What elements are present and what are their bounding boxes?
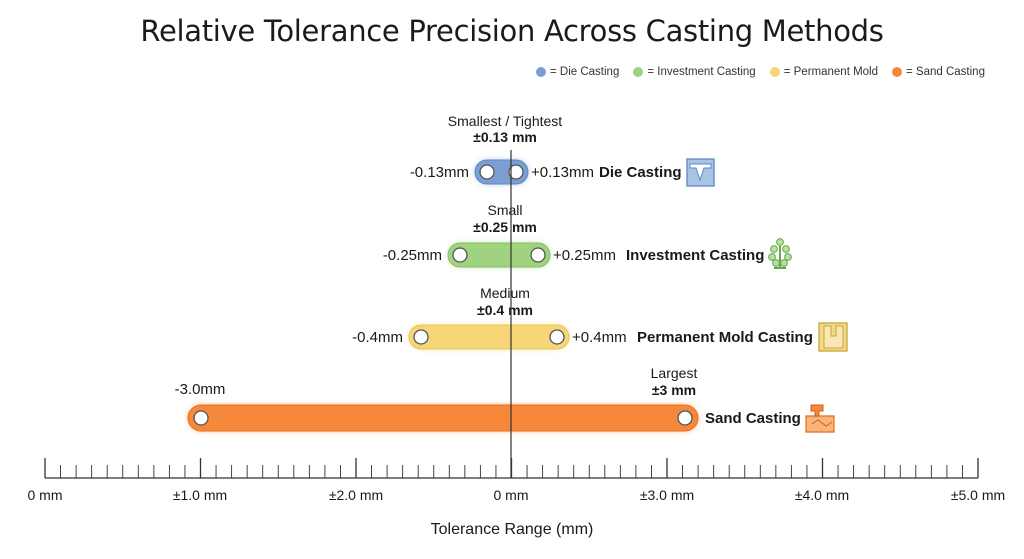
tick-label: ±5.0 mm (951, 487, 1005, 503)
series-name-label: Investment Casting (626, 247, 764, 264)
tick-label: 0 mm (494, 487, 529, 503)
category-label: Medium (480, 285, 530, 301)
tick-label: ±2.0 mm (329, 487, 383, 503)
high-label: +0.4mm (572, 329, 627, 346)
category-label: Largest (651, 365, 698, 381)
range-endpoint-high (549, 329, 565, 345)
legend-swatch (536, 67, 546, 77)
low-label: -0.25mm (383, 247, 442, 264)
range-bar (447, 242, 551, 268)
range-endpoint-low (452, 247, 468, 263)
range-bar (187, 404, 699, 432)
category-label: Smallest / Tightest (448, 113, 562, 129)
value-label: ±0.25 mm (473, 219, 537, 235)
legend-label: = Die Casting (550, 66, 620, 78)
tick-label: ±4.0 mm (795, 487, 849, 503)
legend-swatch (633, 67, 644, 77)
legend-item-sand-casting: = Sand Casting (892, 66, 985, 78)
value-label: ±0.4 mm (477, 302, 533, 318)
range-endpoint-high (530, 247, 546, 263)
series-permanent-mold-casting: -0.4mm +0.4mm Permanent Mold Casting Medium… (352, 285, 848, 352)
category-label: Small (487, 202, 522, 218)
series-die-casting: -0.13mm +0.13mm Die Casting Smallest / Tigh… (410, 113, 715, 187)
legend-swatch (892, 67, 903, 77)
series-sand-casting: -3.0mm Largest±3 mm Sand Casting (175, 365, 835, 433)
chart-title: Relative Tolerance Precision Across Cast… (140, 14, 884, 48)
range-bar (408, 324, 570, 350)
x-axis-label: Tolerance Range (mm) (431, 521, 594, 538)
high-label: +0.25mm (553, 247, 616, 264)
range-endpoint-high (508, 164, 524, 180)
legend-item-permanent-mold: = Permanent Mold (769, 66, 879, 78)
series-name-label: Permanent Mold Casting (637, 329, 813, 346)
legend-item-die-casting: = Die Casting (536, 66, 619, 78)
low-label: -0.4mm (352, 329, 403, 346)
legend-label: = Permanent Mold (783, 66, 879, 78)
series-investment-casting: -0.25mm +0.25mm Investment Casting Small±0.… (383, 202, 792, 269)
legend-item-investment-casting: = Investment Casting (633, 66, 756, 78)
range-endpoint-low (413, 329, 429, 345)
x-axis: 0 mm ±1.0 mm ±2.0 mm 0 mm ±3.0 mm ±4.0 mm ±5.0… (28, 458, 1005, 503)
value-label: ±3 mm (652, 382, 696, 398)
range-endpoint-low (193, 410, 209, 426)
legend-label: = Sand Casting (906, 66, 985, 78)
die-casting-icon (686, 158, 715, 187)
value-label: ±0.13 mm (473, 129, 537, 145)
legend-label: = Investment Casting (647, 66, 756, 78)
low-label: -0.13mm (410, 164, 469, 181)
series-name-label: Sand Casting (705, 410, 801, 427)
range-endpoint-high (677, 410, 693, 426)
tick-label: ±3.0 mm (640, 487, 694, 503)
tick-label: 0 mm (28, 487, 63, 503)
tick-label: ±1.0 mm (173, 487, 227, 503)
high-label: +0.13mm (531, 164, 594, 181)
sand-casting-icon (805, 404, 835, 433)
legend: = Die Casting = Investment Casting = Per… (536, 66, 999, 78)
investment-casting-icon (768, 238, 792, 269)
series-name-label: Die Casting (599, 164, 682, 181)
range-endpoint-low (479, 164, 495, 180)
legend-swatch (769, 67, 780, 77)
low-label: -3.0mm (175, 381, 226, 398)
permanent-mold-icon (818, 322, 848, 352)
